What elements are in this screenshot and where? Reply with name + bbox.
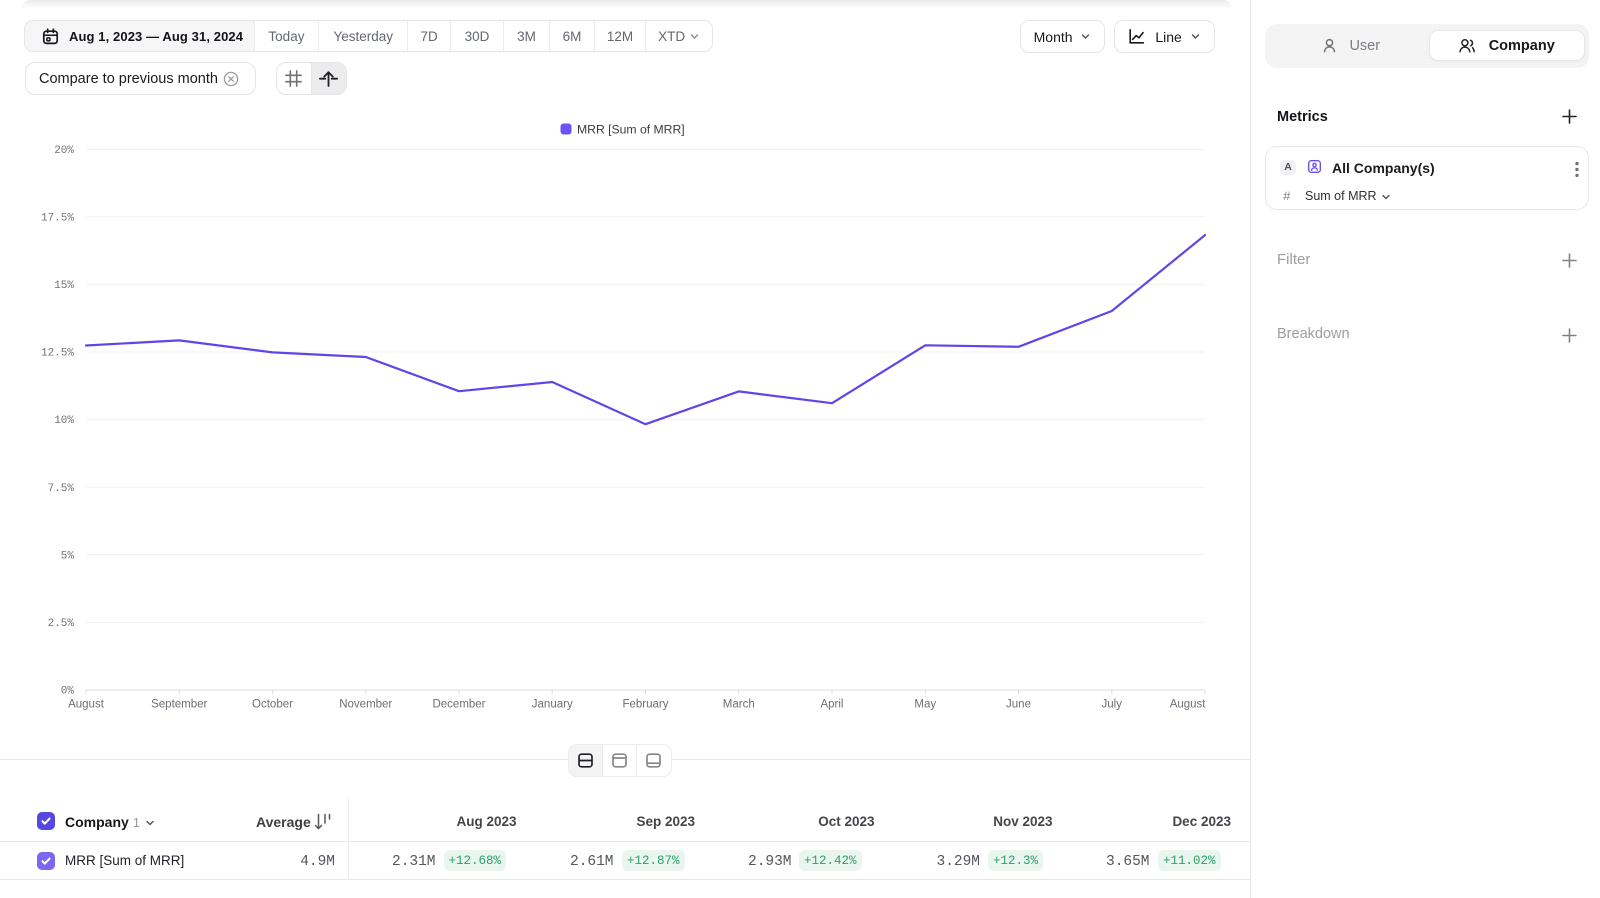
svg-text:12.5%: 12.5% bbox=[41, 348, 74, 360]
svg-text:December: December bbox=[432, 699, 485, 711]
svg-text:15%: 15% bbox=[54, 280, 74, 292]
svg-text:March: March bbox=[723, 699, 755, 711]
svg-text:7.5%: 7.5% bbox=[48, 483, 75, 495]
svg-text:January: January bbox=[532, 699, 573, 711]
svg-text:May: May bbox=[914, 699, 936, 711]
svg-text:October: October bbox=[252, 699, 293, 711]
svg-text:August: August bbox=[1170, 699, 1207, 711]
svg-text:2.5%: 2.5% bbox=[48, 618, 75, 630]
svg-text:5%: 5% bbox=[61, 550, 75, 562]
svg-text:17.5%: 17.5% bbox=[41, 212, 74, 224]
svg-text:0%: 0% bbox=[61, 686, 75, 698]
svg-text:June: June bbox=[1006, 699, 1031, 711]
svg-text:February: February bbox=[622, 699, 668, 711]
svg-text:July: July bbox=[1102, 699, 1123, 711]
svg-text:November: November bbox=[339, 699, 392, 711]
svg-text:April: April bbox=[820, 699, 843, 711]
svg-text:August: August bbox=[68, 699, 105, 711]
svg-text:20%: 20% bbox=[54, 145, 74, 157]
svg-text:MRR [Sum of MRR]: MRR [Sum of MRR] bbox=[577, 123, 685, 137]
svg-text:10%: 10% bbox=[54, 415, 74, 427]
svg-text:September: September bbox=[151, 699, 207, 711]
